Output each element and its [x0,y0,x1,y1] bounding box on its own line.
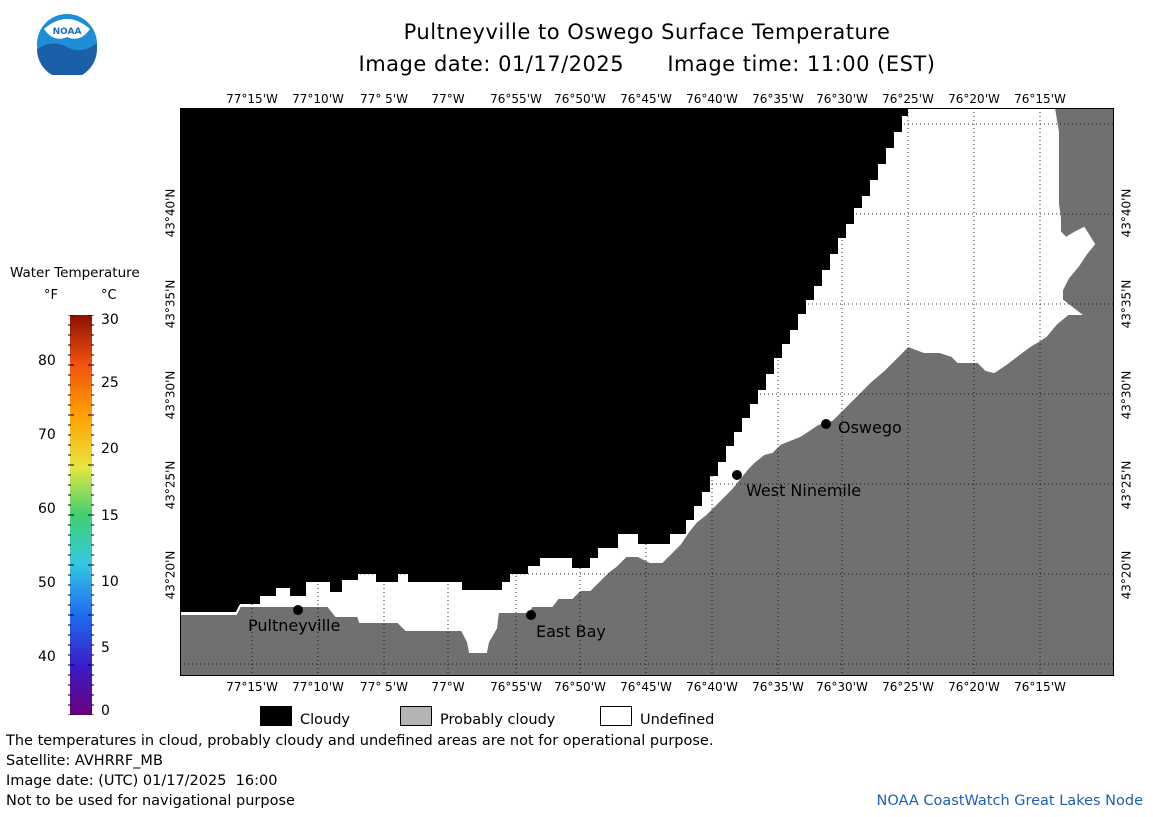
lon-label: 77° 5'W [360,92,408,106]
place-marker-east-bay [526,610,536,620]
image-date: Image date: 01/17/2025 [358,52,625,76]
colorbar-unit-f: °F [44,288,58,303]
footer-satellite: Satellite: AVHRRF_MB [6,753,163,769]
legend-label-cloudy: Cloudy [300,712,350,728]
footer-credit: NOAA CoastWatch Great Lakes Node [876,793,1143,809]
probably-cloudy-land [179,107,1115,677]
lat-label: 43°20'N [1119,550,1134,600]
place-label: West Ninemile [746,481,862,500]
lon-label: 77°10'W [292,92,344,106]
lon-label: 77°15'W [226,680,278,694]
c-tick: 25 [101,375,119,391]
lon-label: 76°25'W [882,92,934,106]
lon-label: 76°45'W [620,92,672,106]
lat-label: 43°25'N [1119,460,1134,510]
f-tick: 60 [38,501,56,517]
map-panel: Pultneyville East Bay West Ninemile Oswe… [179,107,1115,677]
lat-label: 43°40'N [1119,188,1134,238]
lon-label: 76°50'W [554,680,606,694]
lon-label: 77° 5'W [360,680,408,694]
c-tick: 10 [101,574,119,590]
c-tick: 15 [101,508,119,524]
colorbar-title: Water Temperature [10,265,140,281]
place-marker-oswego [821,419,831,429]
cloudy-area [180,108,908,612]
lon-label: 76°35'W [752,680,804,694]
lon-label: 76°30'W [816,680,868,694]
place-marker-pultneyville [293,605,303,615]
page-title: Pultneyville to Oswego Surface Temperatu… [403,20,891,44]
place-label: Oswego [838,418,902,437]
lon-label: 76°25'W [882,680,934,694]
lon-label: 76°55'W [490,92,542,106]
lon-label: 77°W [431,92,465,106]
place-label: East Bay [536,622,606,641]
lon-label: 76°20'W [948,92,1000,106]
f-tick: 80 [38,353,56,369]
legend-swatch-undefined [600,706,632,726]
c-tick: 20 [101,441,119,457]
place-label: Pultneyville [248,616,341,635]
lat-label: 43°35'N [1119,279,1134,329]
lon-label: 76°30'W [816,92,868,106]
f-tick: 50 [38,575,56,591]
lon-label: 77°W [431,680,465,694]
place-marker-west-ninemile [732,470,742,480]
c-tick: 0 [101,703,110,719]
lon-label: 76°40'W [686,680,738,694]
colorbar-unit-c: °C [101,288,117,303]
legend-swatch-cloudy [260,706,292,726]
colorbar [68,314,94,716]
lat-label: 43°35'N [163,279,178,329]
lon-label: 76°20'W [948,680,1000,694]
footer-note: The temperatures in cloud, probably clou… [6,733,714,749]
footer-utc-date: Image date: (UTC) 01/17/2025 16:00 [6,773,278,789]
noaa-logo: NOAA [36,13,98,79]
lat-label: 43°25'N [163,460,178,510]
graticule [180,108,1114,676]
lon-label: 76°15'W [1014,680,1066,694]
noaa-logo-text: NOAA [53,27,82,37]
image-datetime: Image date: 01/17/2025 Image time: 11:00… [180,52,1114,76]
lon-label: 76°55'W [490,680,542,694]
lon-label: 76°50'W [554,92,606,106]
lon-label: 76°15'W [1014,92,1066,106]
image-time: Image time: 11:00 (EST) [667,52,936,76]
lon-label: 76°40'W [686,92,738,106]
lon-label: 76°35'W [752,92,804,106]
lon-label: 77°10'W [292,680,344,694]
lon-label: 76°45'W [620,680,672,694]
c-tick: 30 [101,312,119,328]
lon-label: 77°15'W [226,92,278,106]
legend-swatch-probably-cloudy [400,706,432,726]
footer-nav-warning: Not to be used for navigational purpose [6,793,295,809]
f-tick: 40 [38,649,56,665]
lat-label: 43°20'N [163,550,178,600]
f-tick: 70 [38,427,56,443]
legend-label-probably-cloudy: Probably cloudy [440,712,556,728]
map-border [180,108,1114,676]
legend: Cloudy Probably cloudy Undefined [260,706,760,730]
legend-label-undefined: Undefined [640,712,715,728]
c-tick: 5 [101,640,110,656]
map-svg [179,107,1115,677]
lat-label: 43°30'N [1119,370,1134,420]
lat-label: 43°30'N [163,370,178,420]
lat-label: 43°40'N [163,188,178,238]
